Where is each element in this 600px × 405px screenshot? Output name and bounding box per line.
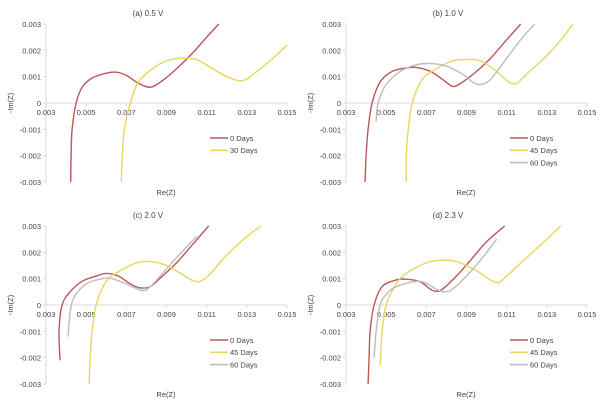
x-tick-label: 0.003 [337, 310, 356, 319]
legend-label: 0 Days [530, 336, 554, 345]
x-tick-label: 0.007 [417, 108, 436, 117]
y-tick-label: 0 [337, 99, 341, 108]
series-line-45-days [379, 225, 562, 366]
x-tick-label: 0.013 [537, 108, 556, 117]
series-line-0-days [70, 23, 220, 183]
series-line-30-days [120, 44, 288, 183]
x-tick-label: 0.009 [157, 310, 176, 319]
y-tick-label: 0.002 [322, 248, 341, 257]
legend-label: 60 Days [230, 360, 258, 369]
y-tick-label: 0.003 [22, 222, 41, 231]
legend-label: 60 Days [530, 158, 558, 167]
y-tick-label: -0.001 [20, 327, 41, 336]
x-tick-label: 0.005 [377, 310, 396, 319]
x-tick-label: 0.003 [337, 108, 356, 117]
x-tick-label: 0.011 [198, 108, 216, 117]
x-tick-label: 0.003 [37, 108, 56, 117]
legend-label: 0 Days [230, 134, 254, 143]
chart-panel: (a) 0.5 V 0.003 0.002 0.001 0 -0.001 -0.002 -0.… [6, 9, 297, 197]
series-line-0-days [364, 23, 522, 183]
x-tick-label: 0.013 [537, 310, 556, 319]
y-tick-label: 0.002 [322, 46, 341, 55]
x-tick-label: 0.005 [77, 310, 96, 319]
y-tick-label: 0.001 [322, 73, 341, 82]
series-line-45-days [405, 23, 574, 183]
x-tick-label: 0.007 [117, 310, 136, 319]
legend-label: 60 Days [530, 360, 558, 369]
x-tick-label: 0.015 [578, 310, 597, 319]
series-line-45-days [88, 225, 262, 385]
x-axis-label: Re(Z) [456, 188, 476, 197]
x-axis-label: Re(Z) [456, 390, 476, 399]
x-tick-label: 0.015 [578, 108, 597, 117]
y-tick-label: -0.001 [320, 327, 341, 336]
x-tick-label: 0.007 [417, 310, 436, 319]
x-tick-label: 0.013 [237, 310, 256, 319]
chart-panel: (d) 2.3 V 0.003 0.002 0.001 0 -0.001 -0.002 -0.… [306, 211, 597, 399]
legend-label: 0 Days [530, 134, 554, 143]
y-tick-label: 0.003 [22, 20, 41, 29]
x-tick-label: 0.011 [498, 310, 516, 319]
x-tick-label: 0.011 [498, 108, 516, 117]
chart-panel: (c) 2.0 V 0.003 0.002 0.001 0 -0.001 -0.002 -0.… [6, 211, 297, 399]
x-tick-label: 0.015 [278, 310, 297, 319]
chart-panel: (b) 1.0 V 0.003 0.002 0.001 0 -0.001 -0.002 -0.… [306, 9, 597, 197]
legend-label: 45 Days [530, 348, 558, 357]
chart-title: (a) 0.5 V [133, 9, 164, 18]
y-axis-label: -Im(Z) [306, 294, 315, 315]
legend-label: 30 Days [230, 146, 258, 155]
series-line-60-days [67, 236, 198, 337]
x-axis-label: Re(Z) [156, 390, 176, 399]
y-tick-label: -0.001 [320, 125, 341, 134]
x-tick-label: 0.015 [278, 108, 297, 117]
y-tick-label: 0.003 [322, 20, 341, 29]
x-tick-label: 0.009 [457, 108, 476, 117]
y-tick-label: -0.003 [320, 380, 341, 389]
y-tick-label: -0.001 [20, 125, 41, 134]
legend-label: 45 Days [230, 348, 258, 357]
y-tick-label: -0.002 [20, 354, 41, 363]
x-tick-label: 0.009 [457, 310, 476, 319]
legend-label: 45 Days [530, 146, 558, 155]
y-tick-label: -0.002 [320, 152, 341, 161]
y-tick-label: 0 [37, 99, 41, 108]
series-line-60-days [373, 238, 498, 358]
series-line-60-days [375, 23, 536, 122]
y-tick-label: -0.003 [20, 380, 41, 389]
y-tick-label: 0.001 [322, 275, 341, 284]
y-tick-label: 0.003 [322, 222, 341, 231]
y-tick-label: -0.002 [20, 152, 41, 161]
y-axis-label: -Im(Z) [6, 92, 15, 113]
x-tick-label: 0.013 [237, 108, 256, 117]
y-axis-label: -Im(Z) [306, 92, 315, 113]
x-tick-label: 0.007 [117, 108, 136, 117]
x-tick-label: 0.005 [377, 108, 396, 117]
chart-title: (c) 2.0 V [133, 211, 164, 220]
x-tick-label: 0.009 [157, 108, 176, 117]
y-tick-label: -0.002 [320, 354, 341, 363]
x-axis-label: Re(Z) [156, 188, 176, 197]
chart-title: (b) 1.0 V [433, 9, 464, 18]
x-tick-label: 0.003 [37, 310, 56, 319]
legend-label: 0 Days [230, 336, 254, 345]
y-tick-label: 0 [37, 301, 41, 310]
y-tick-label: 0 [337, 301, 341, 310]
y-tick-label: 0.002 [22, 248, 41, 257]
x-tick-label: 0.005 [77, 108, 96, 117]
y-axis-label: -Im(Z) [6, 294, 15, 315]
series-line-0-days [58, 225, 210, 361]
x-tick-label: 0.011 [198, 310, 216, 319]
y-tick-label: 0.002 [22, 46, 41, 55]
y-tick-label: 0.001 [22, 73, 41, 82]
chart-title: (d) 2.3 V [433, 211, 464, 220]
y-tick-label: -0.003 [20, 178, 41, 187]
y-tick-label: -0.003 [320, 178, 341, 187]
y-tick-label: 0.001 [22, 275, 41, 284]
